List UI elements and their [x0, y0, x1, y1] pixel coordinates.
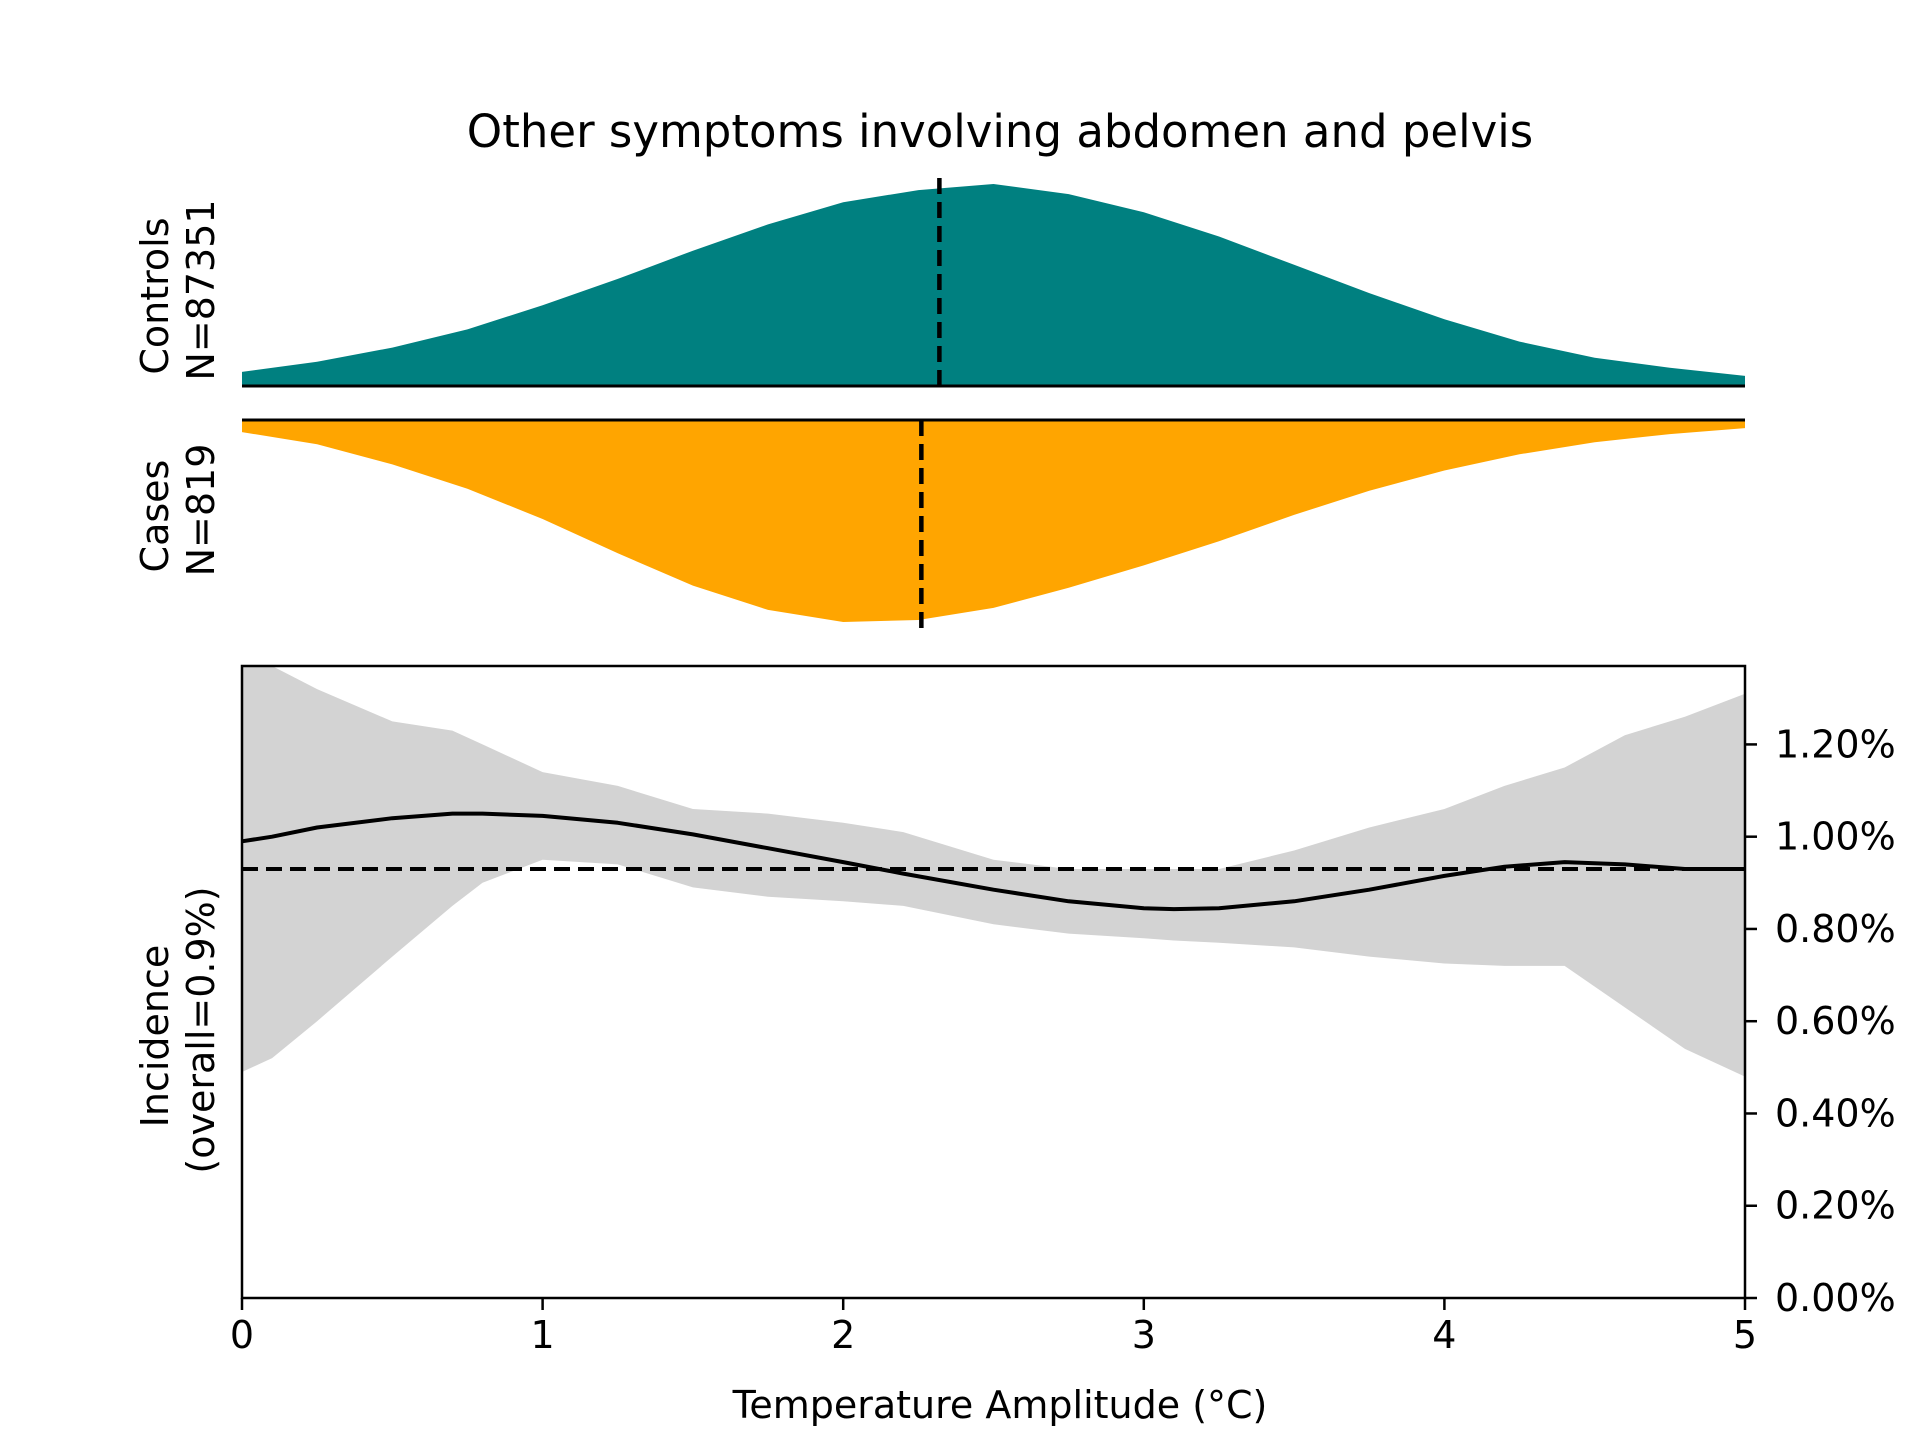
- controls-density-area: [242, 184, 1745, 386]
- incidence-line: [241, 811, 1745, 912]
- confidence-band: [242, 666, 1745, 1077]
- y-tick-label: 1.00%: [1775, 815, 1896, 859]
- x-tick-label: 2: [831, 1313, 855, 1357]
- y-axis-ticks: 0.00% 0.20% 0.40% 0.60% 0.80% 1.00% 1.20%: [1745, 722, 1896, 1320]
- cases-label-count: N=819: [179, 444, 223, 577]
- incidence-plot-frame: [240, 664, 1747, 1300]
- chart-title: Other symptoms involving abdomen and pel…: [467, 105, 1533, 158]
- y-tick-label: 0.40%: [1775, 1091, 1896, 1135]
- y-tick-label: 0.00%: [1775, 1276, 1896, 1320]
- controls-label: Controls N=87351: [133, 199, 223, 380]
- x-tick-label: 0: [230, 1313, 254, 1357]
- cases-label: Cases N=819: [133, 444, 223, 577]
- controls-label-count: N=87351: [179, 199, 223, 380]
- controls-label-name: Controls: [133, 217, 177, 374]
- y-axis-label-line2: (overall=0.9%): [179, 886, 223, 1173]
- y-axis-label: Incidence (overall=0.9%): [133, 886, 223, 1173]
- cases-density-area: [242, 420, 1745, 622]
- y-tick-label: 0.60%: [1775, 999, 1896, 1043]
- y-axis-label-line1: Incidence: [133, 945, 177, 1128]
- controls-density-panel: Controls N=87351: [133, 176, 1745, 388]
- x-tick-label: 4: [1432, 1313, 1456, 1357]
- x-tick-label: 3: [1132, 1313, 1156, 1357]
- cases-label-name: Cases: [133, 460, 177, 573]
- x-axis-ticks: 0 1 2 3 4 5: [230, 1298, 1757, 1357]
- y-tick-label: 0.80%: [1775, 907, 1896, 951]
- y-tick-label: 0.20%: [1775, 1184, 1896, 1228]
- y-tick-label: 1.20%: [1775, 722, 1896, 766]
- x-tick-label: 1: [531, 1313, 555, 1357]
- cases-density-panel: Cases N=819: [133, 418, 1745, 630]
- x-axis-label: Temperature Amplitude (°C): [732, 1383, 1268, 1427]
- incidence-panel: 0 1 2 3 4 5 0.00% 0.20% 0.40% 0.60% 0.80% 1.00% 1.2…: [133, 664, 1896, 1427]
- x-tick-label: 5: [1733, 1313, 1757, 1357]
